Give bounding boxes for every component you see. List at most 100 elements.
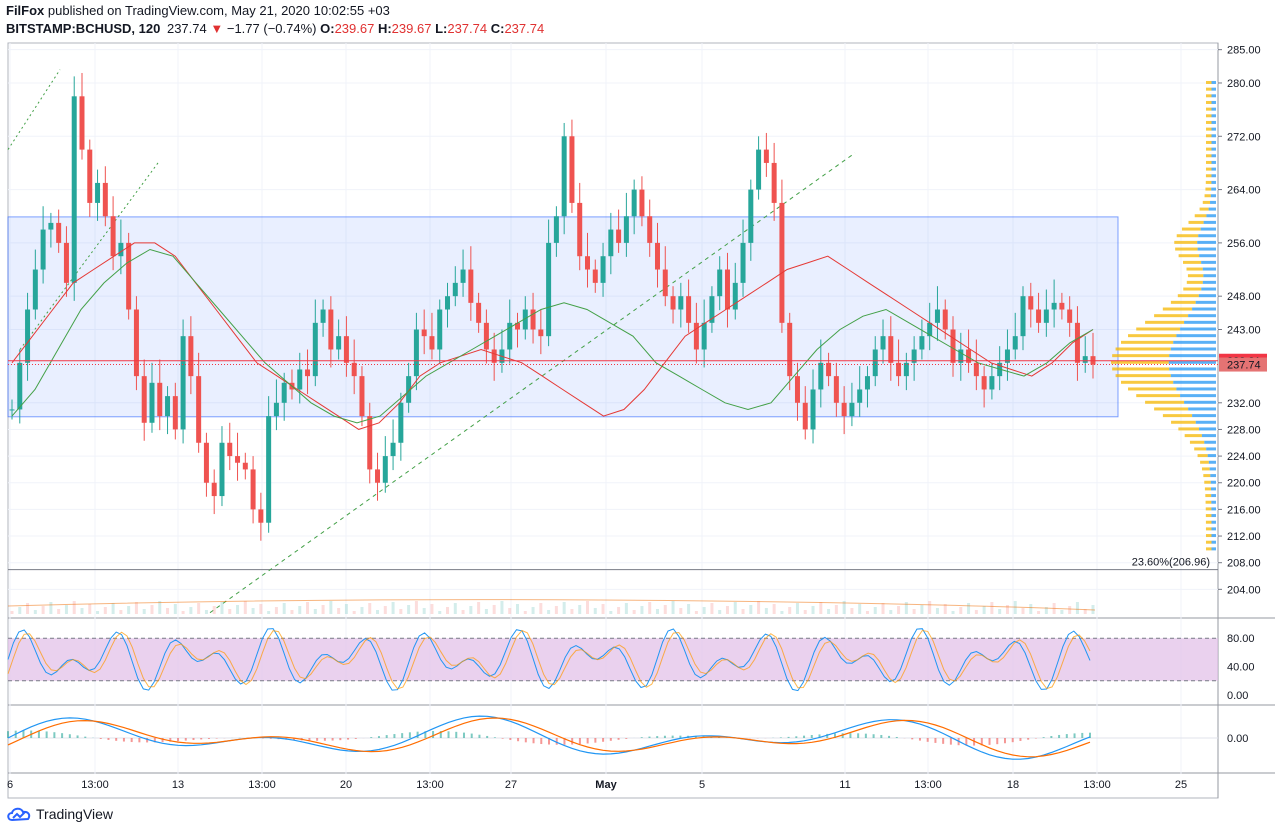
volume-bar <box>212 606 216 614</box>
volume-bar <box>593 608 597 614</box>
candle <box>196 352 202 453</box>
macd-histogram-bar <box>888 735 891 738</box>
candle-body <box>756 149 762 190</box>
volume-bar <box>974 610 978 614</box>
candle-body <box>810 389 816 430</box>
volume-bar <box>648 602 652 614</box>
volume-profile-bar <box>1128 334 1216 338</box>
macd-histogram-bar <box>864 733 867 738</box>
macd-histogram-bar <box>663 735 666 738</box>
volume-bar <box>352 611 356 614</box>
volume-bar <box>718 610 722 614</box>
candle-body <box>919 336 925 350</box>
volume-profile-buy <box>1211 107 1216 111</box>
candle <box>810 369 816 444</box>
volume-profile-buy <box>1168 360 1216 364</box>
x-tick-label: 18 <box>1007 779 1019 791</box>
volume-profile-bar <box>1199 207 1216 211</box>
volume-bar <box>446 607 450 614</box>
macd-histogram-bar <box>153 738 156 743</box>
volume-bar <box>469 606 473 614</box>
candle-body <box>857 389 863 403</box>
candle <box>452 266 458 307</box>
volume-profile-bar <box>1115 347 1216 351</box>
candle <box>950 316 956 377</box>
candle-body <box>437 309 443 350</box>
candle-body <box>973 362 979 377</box>
volume-bar <box>376 610 380 614</box>
macd-histogram-bar <box>1065 734 1068 738</box>
volume-profile-buy <box>1211 127 1216 131</box>
volume-profile-bar <box>1200 460 1216 464</box>
low-value: 237.74 <box>447 21 488 36</box>
high-value: 239.67 <box>391 21 432 36</box>
candle <box>305 349 311 395</box>
macd-histogram-bar <box>640 737 643 738</box>
candle <box>903 352 909 391</box>
candle-body <box>305 369 311 377</box>
volume-bar <box>585 601 589 614</box>
author-name[interactable]: FilFox <box>6 3 45 18</box>
volume-profile-sell <box>1194 214 1207 218</box>
volume-bar <box>967 603 971 614</box>
volume-profile-sell <box>1205 134 1212 138</box>
volume-bar <box>632 610 636 614</box>
candle <box>460 249 466 297</box>
volume-profile-buy <box>1199 254 1216 258</box>
macd-histogram-bar <box>177 738 180 742</box>
candle-body <box>71 96 77 283</box>
volume-bar <box>430 604 434 614</box>
volume-profile-sell <box>1174 240 1198 244</box>
volume-profile-sell <box>1205 494 1212 498</box>
candle-body <box>63 242 69 283</box>
macd-histogram-bar <box>169 738 172 742</box>
macd-histogram-bar <box>161 738 164 743</box>
volume-profile-sell <box>1177 294 1199 298</box>
candle <box>561 122 567 235</box>
volume-bar <box>998 609 1002 614</box>
volume-profile-sell <box>1154 314 1189 318</box>
candle <box>802 386 808 440</box>
volume-profile-sell <box>1188 220 1204 224</box>
trendline-short-1 <box>7 69 61 150</box>
volume-bar <box>453 603 457 614</box>
volume-bar <box>383 606 387 614</box>
volume-bar <box>18 607 22 614</box>
candle <box>631 179 637 235</box>
candle-body <box>219 442 225 497</box>
symbol-label[interactable]: BITSTAMP:BCHUSD, 120 <box>6 21 161 36</box>
candle <box>227 422 233 471</box>
candle-body <box>1059 302 1065 310</box>
macd-histogram-bar <box>578 738 581 745</box>
volume-bar <box>103 607 107 614</box>
y-tick-label: 220.00 <box>1227 478 1261 490</box>
volume-profile-buy <box>1209 467 1216 471</box>
tradingview-logo[interactable]: TradingView <box>6 806 113 822</box>
candle <box>48 212 54 248</box>
volume-bar <box>134 602 138 614</box>
volume-profile-sell <box>1205 140 1212 144</box>
macd-histogram-bar <box>540 738 543 745</box>
candle <box>413 312 419 391</box>
candle-body <box>320 309 326 323</box>
volume-bar <box>764 608 768 614</box>
volume-profile-bar <box>1154 407 1216 411</box>
volume-profile-buy <box>1173 340 1216 344</box>
volume-ma-line <box>7 599 1096 611</box>
candle-body <box>1004 349 1010 363</box>
volume-bar <box>780 611 784 614</box>
candle <box>429 312 435 360</box>
volume-profile-buy <box>1211 160 1216 164</box>
macd-histogram-bar <box>818 734 821 738</box>
macd-histogram-bar <box>269 738 272 739</box>
macd-histogram-bar <box>648 736 651 738</box>
volume-profile-sell <box>1112 367 1170 371</box>
volume-profile-sell <box>1205 500 1212 504</box>
candle <box>165 386 171 435</box>
candle <box>919 319 925 360</box>
candle-body <box>522 309 528 330</box>
x-tick-label: 11 <box>839 779 850 791</box>
change-arrow-icon: ▼ <box>210 21 224 36</box>
candle <box>857 366 863 417</box>
